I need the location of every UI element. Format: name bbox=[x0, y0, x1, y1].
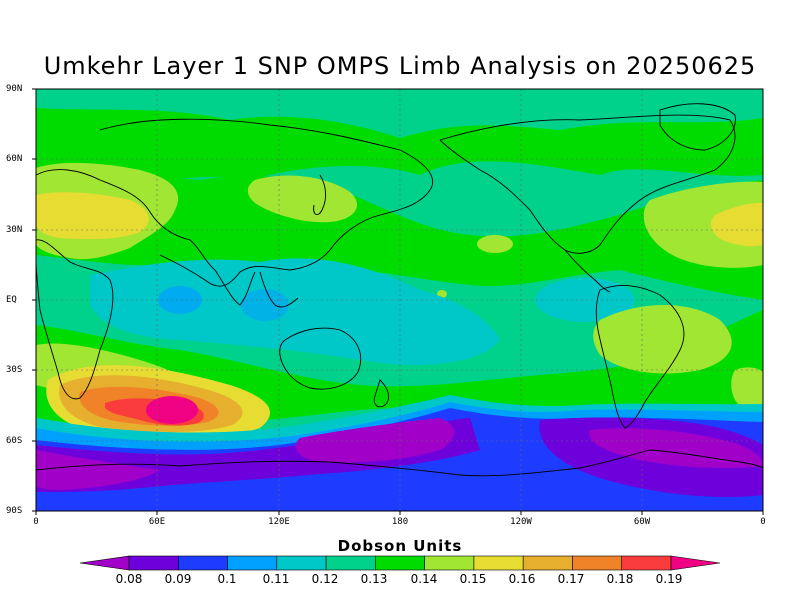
coast-greenland bbox=[659, 103, 736, 151]
colorbar-label-8: 0.16 bbox=[508, 572, 536, 586]
colorbar-label-0: 0.08 bbox=[115, 572, 143, 586]
field-polar-purple-5 bbox=[295, 418, 455, 463]
coast-nz bbox=[373, 379, 390, 408]
coast-north-america bbox=[439, 114, 736, 254]
graticule bbox=[36, 89, 763, 511]
lon-label-0-right: 0 bbox=[760, 517, 766, 527]
lon-label-120e: 120E bbox=[268, 517, 290, 527]
field-nh-patch-4 bbox=[643, 181, 763, 268]
colorbar-swatch bbox=[227, 555, 278, 571]
lon-label-120w: 120W bbox=[510, 517, 532, 527]
field-nh-patch-6 bbox=[477, 235, 513, 253]
field-south-light-3 bbox=[731, 367, 763, 416]
field-tropics-teal-4 bbox=[241, 289, 289, 321]
field-north-teal bbox=[36, 89, 763, 138]
colorbar-label-1: 0.09 bbox=[164, 572, 192, 586]
colorbar-swatch-max bbox=[670, 555, 721, 571]
map-title: Umkehr Layer 1 SNP OMPS Limb Analysis on… bbox=[43, 52, 757, 80]
colorbar-swatch bbox=[522, 555, 573, 571]
coast-europe bbox=[36, 169, 216, 271]
colorbar-swatch bbox=[424, 555, 475, 571]
lat-label-30s: 30S bbox=[6, 365, 23, 375]
colorbar-swatch bbox=[375, 555, 425, 571]
colorbar-swatch bbox=[473, 555, 524, 571]
coast-asia bbox=[99, 118, 434, 287]
lat-label-90s: 90S bbox=[6, 506, 23, 516]
coast-se-asia bbox=[259, 271, 299, 308]
colorbar-label-4: 0.12 bbox=[311, 572, 339, 586]
coast-central-america bbox=[564, 249, 611, 293]
field-tropics-teal-2 bbox=[535, 278, 635, 322]
coast-south-america bbox=[595, 285, 685, 429]
colorbar-swatch bbox=[572, 555, 623, 571]
colorbar-swatch bbox=[276, 555, 327, 571]
field-polar-purple-3 bbox=[36, 450, 160, 490]
colorbar-swatch bbox=[621, 555, 672, 571]
field-tropics-teal-3 bbox=[158, 286, 202, 314]
field-polar-purple-4 bbox=[589, 428, 763, 468]
lon-label-60e: 60E bbox=[148, 517, 166, 527]
field-nh-patch-3 bbox=[247, 175, 358, 223]
coast-australia bbox=[279, 327, 362, 390]
colorbar-label-6: 0.14 bbox=[410, 572, 438, 586]
colorbar-swatch bbox=[128, 555, 179, 571]
lat-label-60n: 60N bbox=[6, 154, 23, 164]
lon-label-0-left: 0 bbox=[33, 517, 39, 527]
coast-antarctica bbox=[36, 449, 763, 477]
coast-india bbox=[214, 269, 256, 306]
lat-label-30n: 30N bbox=[6, 225, 23, 235]
colorbar-label-5: 0.13 bbox=[360, 572, 388, 586]
coastlines bbox=[36, 103, 763, 477]
field-nh-patch-2 bbox=[36, 192, 149, 240]
colorbar bbox=[79, 555, 721, 571]
lon-label-60w: 60W bbox=[633, 517, 651, 527]
colorbar-label-11: 0.19 bbox=[655, 572, 683, 586]
field-nh-patch-5 bbox=[710, 202, 763, 247]
coast-japan bbox=[313, 174, 327, 216]
colorbar-label-10: 0.18 bbox=[606, 572, 634, 586]
field-high-5 bbox=[146, 396, 198, 424]
colorbar-swatch bbox=[177, 555, 228, 571]
colorbar-label-2: 0.1 bbox=[217, 572, 237, 586]
field-south-light bbox=[593, 305, 732, 374]
lat-label-eq: EQ bbox=[6, 295, 17, 305]
lon-label-180: 180 bbox=[391, 517, 409, 527]
lat-label-60s: 60S bbox=[6, 436, 23, 446]
lat-label-90n: 90N bbox=[6, 84, 23, 94]
colorbar-label-9: 0.17 bbox=[557, 572, 585, 586]
colorbar-swatch bbox=[325, 555, 376, 571]
field-tropics-low bbox=[90, 258, 500, 365]
colorbar-label-7: 0.15 bbox=[459, 572, 487, 586]
colorbar-label-3: 0.11 bbox=[262, 572, 290, 586]
colorbar-swatch-min bbox=[79, 555, 130, 571]
colorbar-title: Dobson Units bbox=[337, 537, 463, 555]
coast-africa bbox=[36, 239, 114, 400]
axis-ticks bbox=[32, 88, 764, 515]
